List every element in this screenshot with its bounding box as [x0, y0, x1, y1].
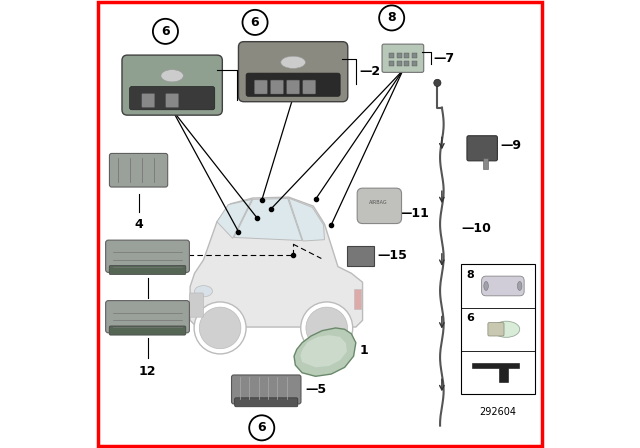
FancyBboxPatch shape [235, 398, 298, 407]
Text: 6: 6 [257, 421, 266, 435]
Text: 292604: 292604 [479, 407, 516, 417]
Bar [354, 289, 361, 309]
Circle shape [249, 415, 275, 440]
Circle shape [199, 307, 241, 349]
Text: 12: 12 [139, 365, 156, 378]
Polygon shape [294, 328, 356, 376]
FancyBboxPatch shape [473, 276, 498, 297]
Text: 6: 6 [161, 25, 170, 38]
Circle shape [379, 5, 404, 30]
Bar [412, 53, 417, 58]
Polygon shape [289, 198, 324, 241]
FancyBboxPatch shape [106, 301, 189, 333]
Circle shape [153, 19, 178, 44]
FancyBboxPatch shape [239, 42, 348, 102]
FancyBboxPatch shape [481, 276, 524, 296]
Text: —5: —5 [305, 383, 326, 396]
Text: —15: —15 [378, 249, 407, 262]
Bar [412, 61, 417, 66]
FancyBboxPatch shape [109, 266, 186, 275]
Polygon shape [217, 199, 252, 238]
FancyBboxPatch shape [347, 246, 374, 266]
Text: 6: 6 [467, 314, 474, 323]
Bar [397, 53, 402, 58]
Ellipse shape [281, 56, 305, 69]
Bar [397, 61, 402, 66]
Circle shape [194, 302, 246, 354]
FancyBboxPatch shape [130, 86, 215, 110]
Ellipse shape [517, 281, 522, 290]
FancyBboxPatch shape [271, 80, 284, 94]
Circle shape [243, 10, 268, 35]
Bar [483, 158, 488, 169]
FancyBboxPatch shape [189, 293, 204, 317]
Text: —10: —10 [461, 222, 491, 235]
FancyBboxPatch shape [382, 44, 424, 72]
FancyBboxPatch shape [122, 55, 222, 115]
Bar [404, 53, 410, 58]
Text: 4: 4 [134, 218, 143, 232]
Bar [461, 264, 535, 394]
FancyBboxPatch shape [142, 94, 155, 108]
Polygon shape [190, 197, 362, 327]
Text: —11: —11 [400, 207, 429, 220]
Polygon shape [234, 198, 302, 241]
FancyBboxPatch shape [488, 323, 504, 336]
Text: —14: —14 [502, 278, 531, 291]
Circle shape [306, 307, 348, 349]
Circle shape [434, 79, 441, 86]
Bar [389, 53, 394, 58]
Polygon shape [472, 363, 520, 383]
Text: —2: —2 [360, 65, 381, 78]
FancyBboxPatch shape [467, 136, 497, 161]
Polygon shape [300, 335, 347, 367]
Text: —7: —7 [433, 52, 454, 65]
Bar [404, 61, 410, 66]
Ellipse shape [161, 69, 184, 82]
FancyBboxPatch shape [287, 80, 300, 94]
FancyBboxPatch shape [357, 188, 401, 224]
Ellipse shape [493, 321, 520, 337]
Bar [389, 61, 394, 66]
Ellipse shape [484, 281, 488, 290]
Text: 8: 8 [387, 11, 396, 25]
FancyBboxPatch shape [109, 153, 168, 187]
Text: 1: 1 [360, 344, 368, 357]
Text: AIRBAG: AIRBAG [369, 200, 388, 206]
Text: 13: 13 [139, 305, 156, 318]
Ellipse shape [195, 286, 212, 297]
Text: 8: 8 [467, 270, 474, 280]
Circle shape [301, 302, 353, 354]
FancyBboxPatch shape [303, 80, 316, 94]
FancyBboxPatch shape [254, 80, 268, 94]
FancyBboxPatch shape [106, 240, 189, 272]
Text: —3: —3 [240, 78, 261, 92]
FancyBboxPatch shape [232, 375, 301, 404]
Text: 6: 6 [251, 16, 259, 29]
FancyBboxPatch shape [166, 94, 179, 108]
FancyBboxPatch shape [109, 326, 186, 335]
FancyBboxPatch shape [246, 73, 340, 96]
Text: —9: —9 [500, 139, 521, 152]
